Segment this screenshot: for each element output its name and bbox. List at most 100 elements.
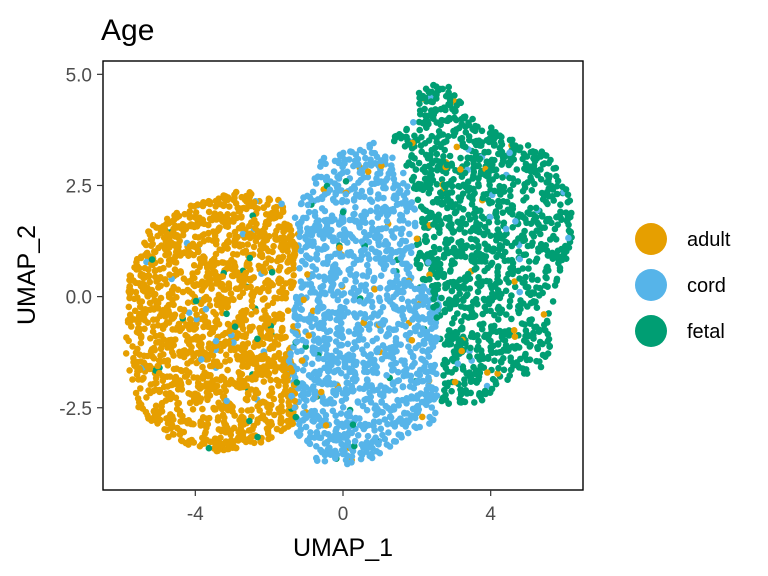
- scatter-point-fetal: [509, 181, 517, 188]
- scatter-point-adult: [157, 229, 165, 236]
- scatter-point-fetal: [549, 186, 557, 193]
- scatter-point-cord: [321, 400, 329, 407]
- scatter-point-fetal: [564, 191, 572, 198]
- scatter-point-fetal: [514, 362, 522, 370]
- scatter-point-fetal: [448, 261, 455, 268]
- scatter-point-fetal: [488, 284, 496, 292]
- scatter-point-fetal: [489, 129, 496, 136]
- scatter-point-fetal: [246, 417, 253, 425]
- scatter-point-fetal: [531, 180, 538, 188]
- scatter-point-adult: [240, 249, 247, 256]
- scatter-point-fetal: [473, 264, 480, 272]
- x-tick-label: 4: [485, 504, 496, 525]
- scatter-point-cord: [291, 214, 299, 221]
- scatter-point-cord: [368, 383, 376, 391]
- scatter-point-fetal: [552, 236, 560, 243]
- scatter-point-cord: [383, 217, 391, 225]
- scatter-point-adult: [150, 323, 157, 330]
- scatter-point-adult: [187, 391, 195, 398]
- scatter-point-adult: [215, 295, 222, 302]
- scatter-point-adult: [250, 274, 258, 281]
- scatter-point-cord: [343, 298, 350, 305]
- scatter-point-cord: [320, 303, 327, 311]
- scatter-point-adult: [484, 369, 491, 376]
- scatter-point-cord: [349, 345, 357, 353]
- scatter-point-adult: [290, 250, 298, 257]
- scatter-point-adult: [155, 408, 162, 415]
- scatter-point-adult: [224, 320, 232, 328]
- scatter-point-cord: [390, 438, 398, 445]
- scatter-point-fetal: [494, 341, 502, 348]
- scatter-point-fetal: [496, 203, 504, 210]
- scatter-point-adult: [250, 243, 258, 251]
- scatter-point-fetal: [474, 288, 482, 296]
- scatter-point-cord: [354, 155, 362, 163]
- scatter-point-fetal: [469, 175, 477, 182]
- scatter-point-fetal: [530, 155, 537, 162]
- scatter-point-adult: [137, 339, 145, 347]
- scatter-point-cord: [332, 412, 340, 420]
- scatter-point-cord: [364, 173, 372, 181]
- legend-swatch: [635, 223, 667, 255]
- scatter-point-cord: [390, 267, 397, 275]
- scatter-point-cord: [288, 392, 295, 400]
- scatter-point-fetal: [495, 364, 502, 372]
- scatter-point-cord: [373, 208, 380, 215]
- scatter-point-fetal: [459, 215, 466, 222]
- scatter-point-adult: [231, 194, 238, 202]
- scatter-point-adult: [197, 260, 205, 267]
- scatter-point-fetal: [408, 176, 416, 183]
- scatter-point-cord: [380, 194, 387, 202]
- scatter-point-cord: [365, 267, 373, 275]
- scatter-point-adult: [289, 420, 297, 428]
- scatter-point-fetal: [427, 185, 434, 193]
- scatter-point-adult: [140, 280, 148, 288]
- scatter-point-fetal: [473, 379, 481, 386]
- scatter-point-adult: [155, 284, 162, 291]
- scatter-point-fetal: [448, 287, 456, 295]
- scatter-point-fetal: [148, 256, 156, 263]
- scatter-point-cord: [402, 323, 410, 330]
- scatter-point-adult: [224, 237, 232, 245]
- scatter-point-fetal: [461, 376, 468, 383]
- scatter-point-fetal: [425, 162, 433, 170]
- scatter-point-adult: [197, 418, 204, 425]
- scatter-point-adult: [271, 368, 279, 375]
- scatter-point-cord: [342, 456, 350, 464]
- scatter-point-adult: [126, 367, 133, 374]
- scatter-point-fetal: [494, 218, 501, 226]
- scatter-point-cord: [367, 399, 375, 406]
- scatter-point-adult: [185, 378, 192, 386]
- scatter-point-fetal: [442, 284, 449, 292]
- scatter-point-adult: [194, 247, 202, 255]
- scatter-point-cord: [343, 373, 350, 380]
- scatter-point-cord: [367, 207, 374, 215]
- scatter-point-adult: [215, 320, 223, 328]
- scatter-point-adult: [244, 232, 252, 239]
- scatter-point-adult: [195, 281, 202, 289]
- scatter-point-fetal: [422, 85, 430, 93]
- scatter-point-adult: [132, 389, 140, 397]
- scatter-point-fetal: [500, 188, 508, 195]
- scatter-point-adult: [284, 307, 292, 315]
- scatter-point-cord: [376, 170, 384, 177]
- scatter-point-cord: [296, 233, 303, 241]
- scatter-point-cord: [390, 194, 398, 202]
- scatter-point-adult: [225, 442, 233, 449]
- scatter-point-cord: [421, 316, 429, 323]
- scatter-point-cord: [309, 272, 317, 280]
- scatter-point-fetal: [506, 297, 514, 305]
- scatter-point-fetal: [501, 248, 509, 256]
- scatter-point-adult: [278, 397, 285, 405]
- scatter-point-cord: [299, 381, 307, 388]
- scatter-point-adult: [236, 353, 243, 361]
- scatter-point-adult: [248, 386, 255, 393]
- scatter-point-adult: [178, 367, 186, 375]
- scatter-point-cord: [366, 196, 374, 203]
- scatter-point-cord: [427, 391, 434, 398]
- scatter-point-cord: [323, 173, 331, 181]
- scatter-point-adult: [149, 328, 157, 336]
- scatter-point-adult: [153, 224, 160, 231]
- scatter-point-cord: [381, 254, 388, 262]
- scatter-point-fetal: [508, 242, 516, 250]
